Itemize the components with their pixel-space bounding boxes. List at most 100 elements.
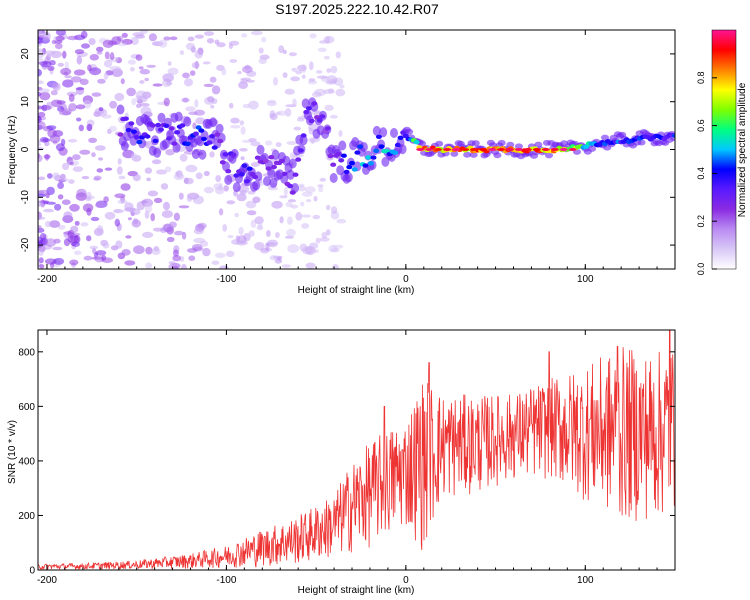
heatmap-speckle [169, 36, 178, 41]
x-tick-label: -100 [216, 274, 236, 285]
heatmap-ridge-halo [198, 149, 207, 160]
heatmap-ridge-peak [425, 148, 434, 151]
heatmap-speckle [86, 123, 93, 132]
heatmap-speckle [81, 175, 90, 180]
heatmap-ridge-core [131, 129, 137, 134]
heatmap-speckle [39, 91, 51, 101]
heatmap-speckle [266, 230, 271, 237]
heatmap-speckle [194, 34, 204, 39]
heatmap-speckle [49, 220, 61, 228]
heatmap-speckle [145, 262, 152, 269]
heatmap-speckle [254, 216, 264, 225]
heatmap-speckle [335, 88, 346, 97]
heatmap-speckle [38, 30, 43, 37]
heatmap-speckle [75, 87, 85, 91]
y-tick-label: -10 [20, 190, 31, 205]
heatmap-speckle [309, 61, 314, 71]
heatmap-speckle [191, 61, 200, 69]
heatmap-speckle [38, 250, 44, 256]
heatmap-speckle [226, 200, 236, 205]
heatmap-speckle [96, 225, 104, 234]
y-tick-label: 0 [29, 566, 35, 577]
heatmap-ridge-core [300, 133, 307, 138]
heatmap-ridge-halo [398, 144, 407, 155]
heatmap-speckle [324, 104, 334, 111]
heatmap-speckle [319, 177, 327, 182]
heatmap-speckle [62, 50, 67, 59]
spectrogram-ylabel: Frequency (Hz) [7, 116, 18, 185]
heatmap-speckle [181, 97, 190, 103]
heatmap-ridge-peak [496, 148, 505, 151]
heatmap-speckle [186, 196, 193, 202]
heatmap-ridge-halo [359, 142, 368, 152]
heatmap-speckle [248, 100, 259, 110]
heatmap-ridge-halo [514, 143, 523, 150]
heatmap-speckle [296, 118, 305, 122]
heatmap-speckle [277, 110, 288, 116]
heatmap-speckle [185, 42, 196, 51]
heatmap-speckle [139, 103, 150, 107]
heatmap-ridge-peak [559, 148, 568, 151]
heatmap-speckle [163, 97, 170, 107]
heatmap-speckle [163, 201, 170, 211]
heatmap-speckle [103, 59, 113, 68]
heatmap-speckle [179, 153, 188, 162]
heatmap-speckle [153, 227, 164, 232]
heatmap-ridge-core [246, 166, 253, 171]
heatmap-ridge-core [305, 106, 312, 111]
heatmap-ridge-halo [263, 176, 271, 187]
heatmap-speckle [295, 70, 303, 75]
heatmap-speckle [68, 103, 77, 112]
heatmap-speckle [76, 188, 87, 198]
heatmap-speckle [166, 81, 173, 86]
heatmap-speckle [312, 214, 321, 220]
heatmap-ridge-core [378, 144, 385, 149]
heatmap-speckle [239, 148, 248, 152]
heatmap-ridge-core [375, 134, 382, 139]
heatmap-speckle [305, 199, 312, 203]
heatmap-speckle [187, 36, 195, 42]
heatmap-ridge-halo [534, 141, 543, 148]
heatmap-ridge-peak [514, 148, 523, 151]
heatmap-speckle [323, 55, 330, 60]
heatmap-speckle [117, 43, 127, 47]
heatmap-speckle [75, 104, 86, 110]
heatmap-speckle [192, 122, 197, 130]
heatmap-speckle [211, 260, 220, 266]
heatmap-speckle [202, 247, 211, 257]
heatmap-speckle [121, 249, 131, 256]
heatmap-speckle [73, 69, 86, 76]
heatmap-speckle [70, 76, 82, 83]
heatmap-speckle [95, 202, 104, 209]
heatmap-speckle [228, 102, 234, 109]
heatmap-speckle [78, 124, 85, 132]
heatmap-speckle [46, 125, 57, 130]
heatmap-speckle [89, 67, 102, 76]
heatmap-speckle [286, 228, 296, 237]
heatmap-ridge-halo [588, 145, 597, 152]
x-tick-label: 100 [577, 274, 594, 285]
heatmap-speckle [167, 67, 179, 76]
snr-ticks: -200 -100 0 100 0 200 400 600 800 [18, 330, 676, 586]
heatmap-speckle [81, 43, 90, 49]
x-tick-label: -200 [37, 575, 57, 586]
heatmap-speckle [228, 43, 233, 49]
heatmap-speckle [47, 65, 55, 71]
heatmap-speckle [325, 229, 331, 236]
heatmap-ridge-core [136, 139, 143, 145]
heatmap-speckle [76, 117, 82, 122]
heatmap-speckle [188, 111, 198, 116]
heatmap-ridge-core [171, 141, 178, 146]
heatmap-speckle [43, 208, 55, 213]
heatmap-speckle [74, 220, 80, 226]
heatmap-speckle [266, 101, 277, 107]
heatmap-speckle [305, 262, 316, 269]
heatmap-ridge-halo [379, 127, 388, 138]
heatmap-speckle [211, 85, 221, 95]
heatmap-speckle [136, 201, 145, 211]
heatmap-speckle [238, 81, 249, 89]
heatmap-speckle [250, 162, 260, 167]
heatmap-speckle [191, 244, 203, 251]
y-tick-label: 600 [18, 402, 35, 413]
